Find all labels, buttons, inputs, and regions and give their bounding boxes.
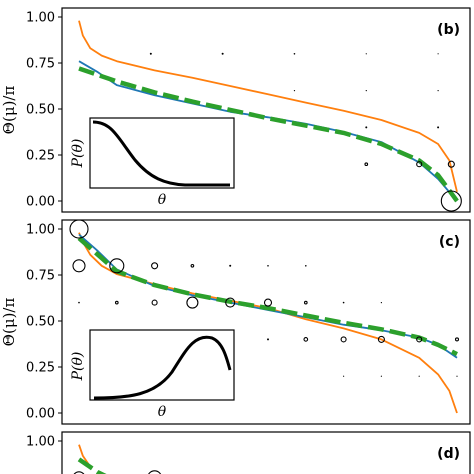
marker-1 xyxy=(148,470,162,474)
marker-11 xyxy=(186,296,199,309)
panel-label: (c) xyxy=(439,234,460,250)
y-tick-label: 1.00 xyxy=(26,223,55,238)
y-tick-label: 0.25 xyxy=(26,361,55,376)
marker-12 xyxy=(225,297,236,308)
marker-1 xyxy=(221,52,224,55)
marker-14 xyxy=(303,300,308,305)
marker-3 xyxy=(151,262,159,270)
marker-25 xyxy=(418,375,420,377)
marker-2 xyxy=(293,53,296,55)
y-tick-label: 1.00 xyxy=(26,11,55,26)
marker-10 xyxy=(151,299,158,306)
marker-5 xyxy=(229,264,232,267)
panel-label: (d) xyxy=(437,446,460,462)
marker-3 xyxy=(365,53,367,55)
axes-frame xyxy=(61,7,471,213)
series-line-2 xyxy=(78,66,459,203)
axes-frame xyxy=(61,431,471,474)
marker-5 xyxy=(293,90,296,92)
inset-x-label: θ xyxy=(158,404,167,420)
marker-0 xyxy=(69,220,89,239)
marker-23 xyxy=(343,375,345,377)
inset-y-label: P(θ) xyxy=(70,139,86,169)
marker-13 xyxy=(263,298,273,307)
series-line-0 xyxy=(78,20,458,193)
marker-7 xyxy=(437,90,439,92)
marker-8 xyxy=(78,301,80,304)
panel-label: (b) xyxy=(437,22,460,38)
marker-9 xyxy=(114,300,119,305)
axes-frame xyxy=(61,219,471,425)
inset-curve xyxy=(93,335,232,400)
marker-1 xyxy=(109,258,125,274)
marker-6 xyxy=(267,265,269,267)
marker-24 xyxy=(380,375,382,377)
marker-20 xyxy=(377,335,385,343)
marker-6 xyxy=(365,90,367,92)
marker-26 xyxy=(456,375,458,377)
y-axis-label: Θ(μ)/π xyxy=(0,86,18,135)
y-axis-label: Θ(μ)/π xyxy=(0,298,18,347)
marker-4 xyxy=(190,263,195,268)
y-tick-label: 0.50 xyxy=(26,315,55,330)
marker-4 xyxy=(437,53,439,55)
marker-19 xyxy=(340,336,347,343)
marker-0 xyxy=(149,52,152,55)
y-tick-label: 0.25 xyxy=(26,149,55,164)
marker-15 xyxy=(342,301,345,304)
y-tick-label: 0.75 xyxy=(26,57,55,72)
y-tick-label: 0.00 xyxy=(26,195,55,210)
marker-22 xyxy=(454,337,460,342)
marker-8 xyxy=(365,126,368,129)
inset: P(θ) θ xyxy=(70,117,235,208)
marker-0 xyxy=(73,471,85,474)
inset-y-label: P(θ) xyxy=(70,352,86,382)
marker-12 xyxy=(447,160,455,168)
y-tick-label: 0.00 xyxy=(26,407,55,422)
marker-10 xyxy=(364,162,369,167)
inset-x-label: θ xyxy=(158,192,167,208)
marker-11 xyxy=(416,161,423,168)
inset-frame xyxy=(89,329,235,401)
marker-7 xyxy=(305,265,307,267)
marker-13 xyxy=(440,190,462,212)
marker-18 xyxy=(303,337,309,342)
inset-frame xyxy=(89,117,235,189)
y-tick-label: 0.75 xyxy=(26,269,55,284)
y-tick-label: 0.50 xyxy=(26,103,55,118)
inset: P(θ) θ xyxy=(70,329,235,420)
y-tick-label: 1.00 xyxy=(26,435,55,450)
panel-d: 1.00 (d) xyxy=(26,431,471,474)
series-line-2 xyxy=(77,236,458,357)
marker-9 xyxy=(437,126,440,129)
inset-curve xyxy=(92,120,230,187)
marker-21 xyxy=(416,336,423,343)
panel-b: 0.00 0.25 0.50 0.75 1.00 (b) Θ(μ)/π P(θ) θ xyxy=(0,7,471,213)
marker-16 xyxy=(380,302,382,304)
panel-c: 0.00 0.25 0.50 0.75 1.00 (c) Θ(μ)/π P(θ) θ xyxy=(0,219,471,425)
marker-17 xyxy=(267,338,269,341)
marker-2 xyxy=(72,259,86,273)
series-line-1 xyxy=(77,457,107,474)
